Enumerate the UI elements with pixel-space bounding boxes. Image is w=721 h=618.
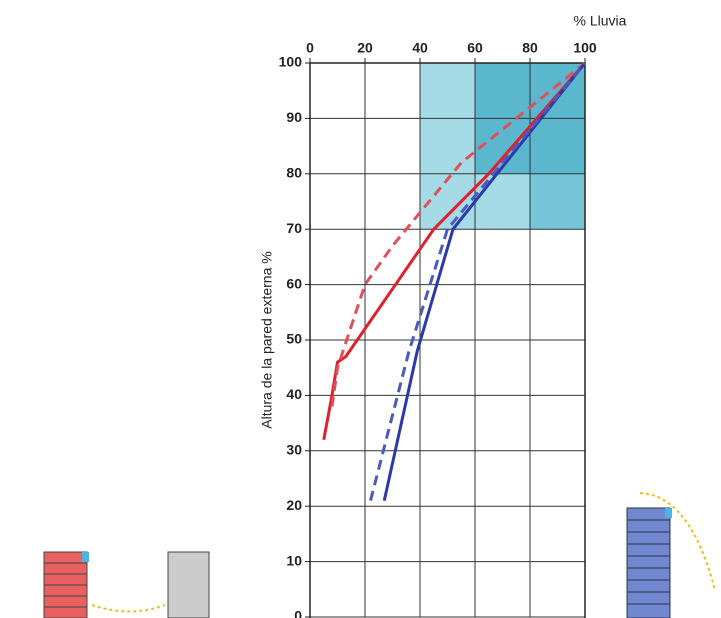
x-tick-label: 40	[412, 40, 428, 56]
y-tick-label: 90	[286, 109, 302, 125]
decoration	[44, 493, 715, 618]
x-tick-label: 20	[357, 40, 373, 56]
y-tick-label: 100	[279, 54, 303, 70]
y-axis-label: Altura de la pared externa %	[259, 251, 275, 428]
x-tick-label: 0	[306, 40, 314, 56]
y-tick-label: 50	[286, 331, 302, 347]
x-tick-label: 80	[522, 40, 538, 56]
chart: % Lluvia Altura de la pared externa % 01…	[0, 0, 721, 618]
y-tick-label: 40	[286, 386, 302, 402]
y-tick-label: 0	[294, 608, 302, 618]
x-tick-label: 100	[573, 40, 597, 56]
y-tick-label: 60	[286, 275, 302, 291]
y-tick-label: 70	[286, 220, 302, 236]
y-tick-label: 10	[286, 552, 302, 568]
y-tick-label: 80	[286, 165, 302, 181]
shaded-zone	[420, 63, 585, 229]
x-tick-label: 60	[467, 40, 483, 56]
y-tick-label: 20	[286, 497, 302, 513]
x-axis-label: % Lluvia	[574, 13, 627, 29]
y-tick-label: 30	[286, 442, 302, 458]
